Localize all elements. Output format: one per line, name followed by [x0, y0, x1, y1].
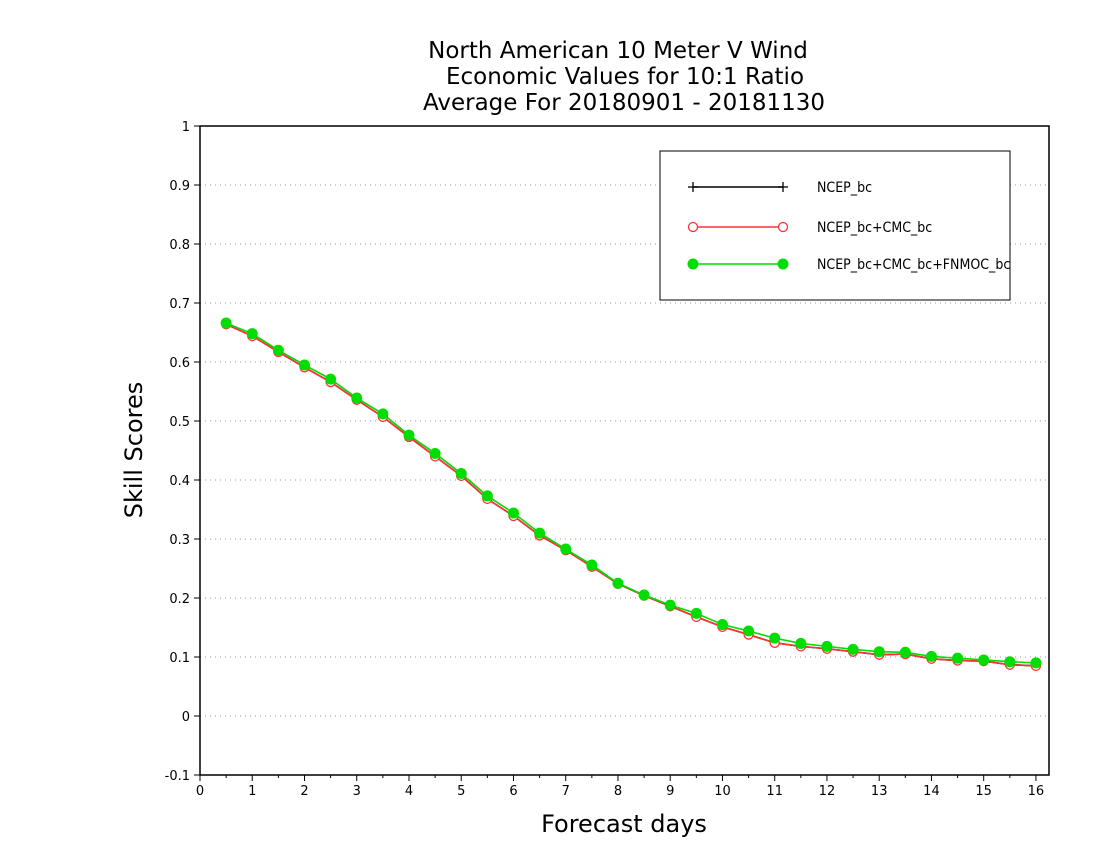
data-point [351, 392, 363, 404]
data-point [821, 640, 833, 652]
y-tick-label: 0.6 [169, 356, 190, 371]
series-2 [220, 319, 1042, 671]
data-point [481, 490, 493, 502]
x-tick-label: 6 [509, 784, 517, 799]
data-point [220, 317, 232, 329]
y-tick-label: 0.9 [169, 179, 190, 194]
x-tick-label: 12 [819, 784, 836, 799]
y-tick-label: -0.1 [165, 769, 190, 784]
series-line [225, 322, 1036, 664]
data-point [978, 654, 990, 666]
data-point [899, 646, 911, 658]
data-point [690, 607, 702, 619]
data-point [925, 650, 937, 662]
y-tick-label: 0.7 [169, 297, 190, 312]
legend-entry-2: NCEP_bc+CMC_bc [687, 220, 932, 236]
series-line [225, 323, 1036, 667]
x-tick-label: 8 [614, 784, 622, 799]
data-point [612, 577, 624, 589]
series-group [220, 317, 1042, 671]
x-tick-label: 10 [714, 784, 731, 799]
y-tick-label: 0.3 [169, 533, 190, 548]
plot-frame [199, 125, 1050, 776]
data-point [952, 652, 964, 664]
y-axis-title: Skill Scores [120, 382, 148, 519]
legend-entry-1: NCEP_bc [688, 180, 872, 196]
y-tick-label: 1 [182, 120, 190, 135]
x-tick-label: 11 [766, 784, 783, 799]
data-point [377, 408, 389, 420]
x-axis: 0 1 2 3 4 5 6 7 8 9 10 11 12 13 14 15 16 [196, 775, 1044, 799]
data-point [246, 328, 258, 340]
chart-title-line-3: Average For 20180901 - 20181130 [423, 90, 825, 116]
chart-title-line-2: Economic Values for 10:1 Ratio [446, 64, 804, 90]
legend-marker [688, 182, 698, 192]
y-tick-label: 0.1 [169, 651, 190, 666]
data-point [429, 447, 441, 459]
legend-box [659, 150, 1011, 301]
data-point [795, 637, 807, 649]
y-tick-label: 0.8 [169, 238, 190, 253]
data-point [1030, 657, 1042, 669]
x-tick-label: 13 [871, 784, 888, 799]
x-axis-title: Forecast days [541, 810, 707, 838]
data-point [847, 643, 859, 655]
x-tick-label: 7 [562, 784, 570, 799]
y-axis: 1 0.9 0.8 0.7 0.6 0.5 0.4 0.3 0.2 0.1 0 -0.1 [165, 120, 200, 784]
series-3 [220, 317, 1042, 669]
data-point [455, 468, 467, 480]
x-tick-label: 4 [405, 784, 413, 799]
legend-label: NCEP_bc [817, 180, 872, 196]
x-tick-label: 15 [975, 784, 992, 799]
y-tick-label: 0.2 [169, 592, 190, 607]
data-point [743, 625, 755, 637]
legend-marker [687, 258, 699, 270]
legend-marker [777, 221, 789, 233]
x-tick-label: 5 [457, 784, 465, 799]
legend-marker [687, 221, 699, 233]
data-point [638, 589, 650, 601]
data-point [1004, 656, 1016, 668]
x-tick-label: 9 [666, 784, 674, 799]
legend-entry-3: NCEP_bc+CMC_bc+FNMOC_bc [687, 257, 1010, 273]
data-point [403, 429, 415, 441]
data-point [664, 599, 676, 611]
x-tick-label: 1 [248, 784, 256, 799]
data-point [272, 344, 284, 356]
legend-marker [778, 182, 788, 192]
x-tick-label: 16 [1028, 784, 1045, 799]
data-point [873, 646, 885, 658]
series-1 [221, 319, 1041, 671]
y-tick-label: 0.4 [169, 474, 190, 489]
chart-title-line-1: North American 10 Meter V Wind [428, 38, 808, 64]
legend-label: NCEP_bc+CMC_bc [817, 220, 932, 236]
data-point [560, 543, 572, 555]
data-point [586, 559, 598, 571]
series-line [225, 323, 1036, 667]
data-point [507, 507, 519, 519]
x-tick-label: 14 [923, 784, 940, 799]
legend: NCEP_bc NCEP_bc+CMC_bc NCEP_bc+CMC_bc+FNMO… [659, 150, 1011, 301]
legend-label: NCEP_bc+CMC_bc+FNMOC_bc [817, 257, 1010, 273]
data-point [769, 632, 781, 644]
legend-marker [777, 258, 789, 270]
x-tick-label: 3 [353, 784, 361, 799]
x-tick-label: 2 [300, 784, 308, 799]
x-tick-label: 0 [196, 784, 204, 799]
data-point [325, 373, 337, 385]
data-point [534, 527, 546, 539]
data-point [716, 619, 728, 631]
y-tick-label: 0.5 [169, 415, 190, 430]
data-point [298, 359, 310, 371]
y-tick-label: 0 [182, 710, 190, 725]
